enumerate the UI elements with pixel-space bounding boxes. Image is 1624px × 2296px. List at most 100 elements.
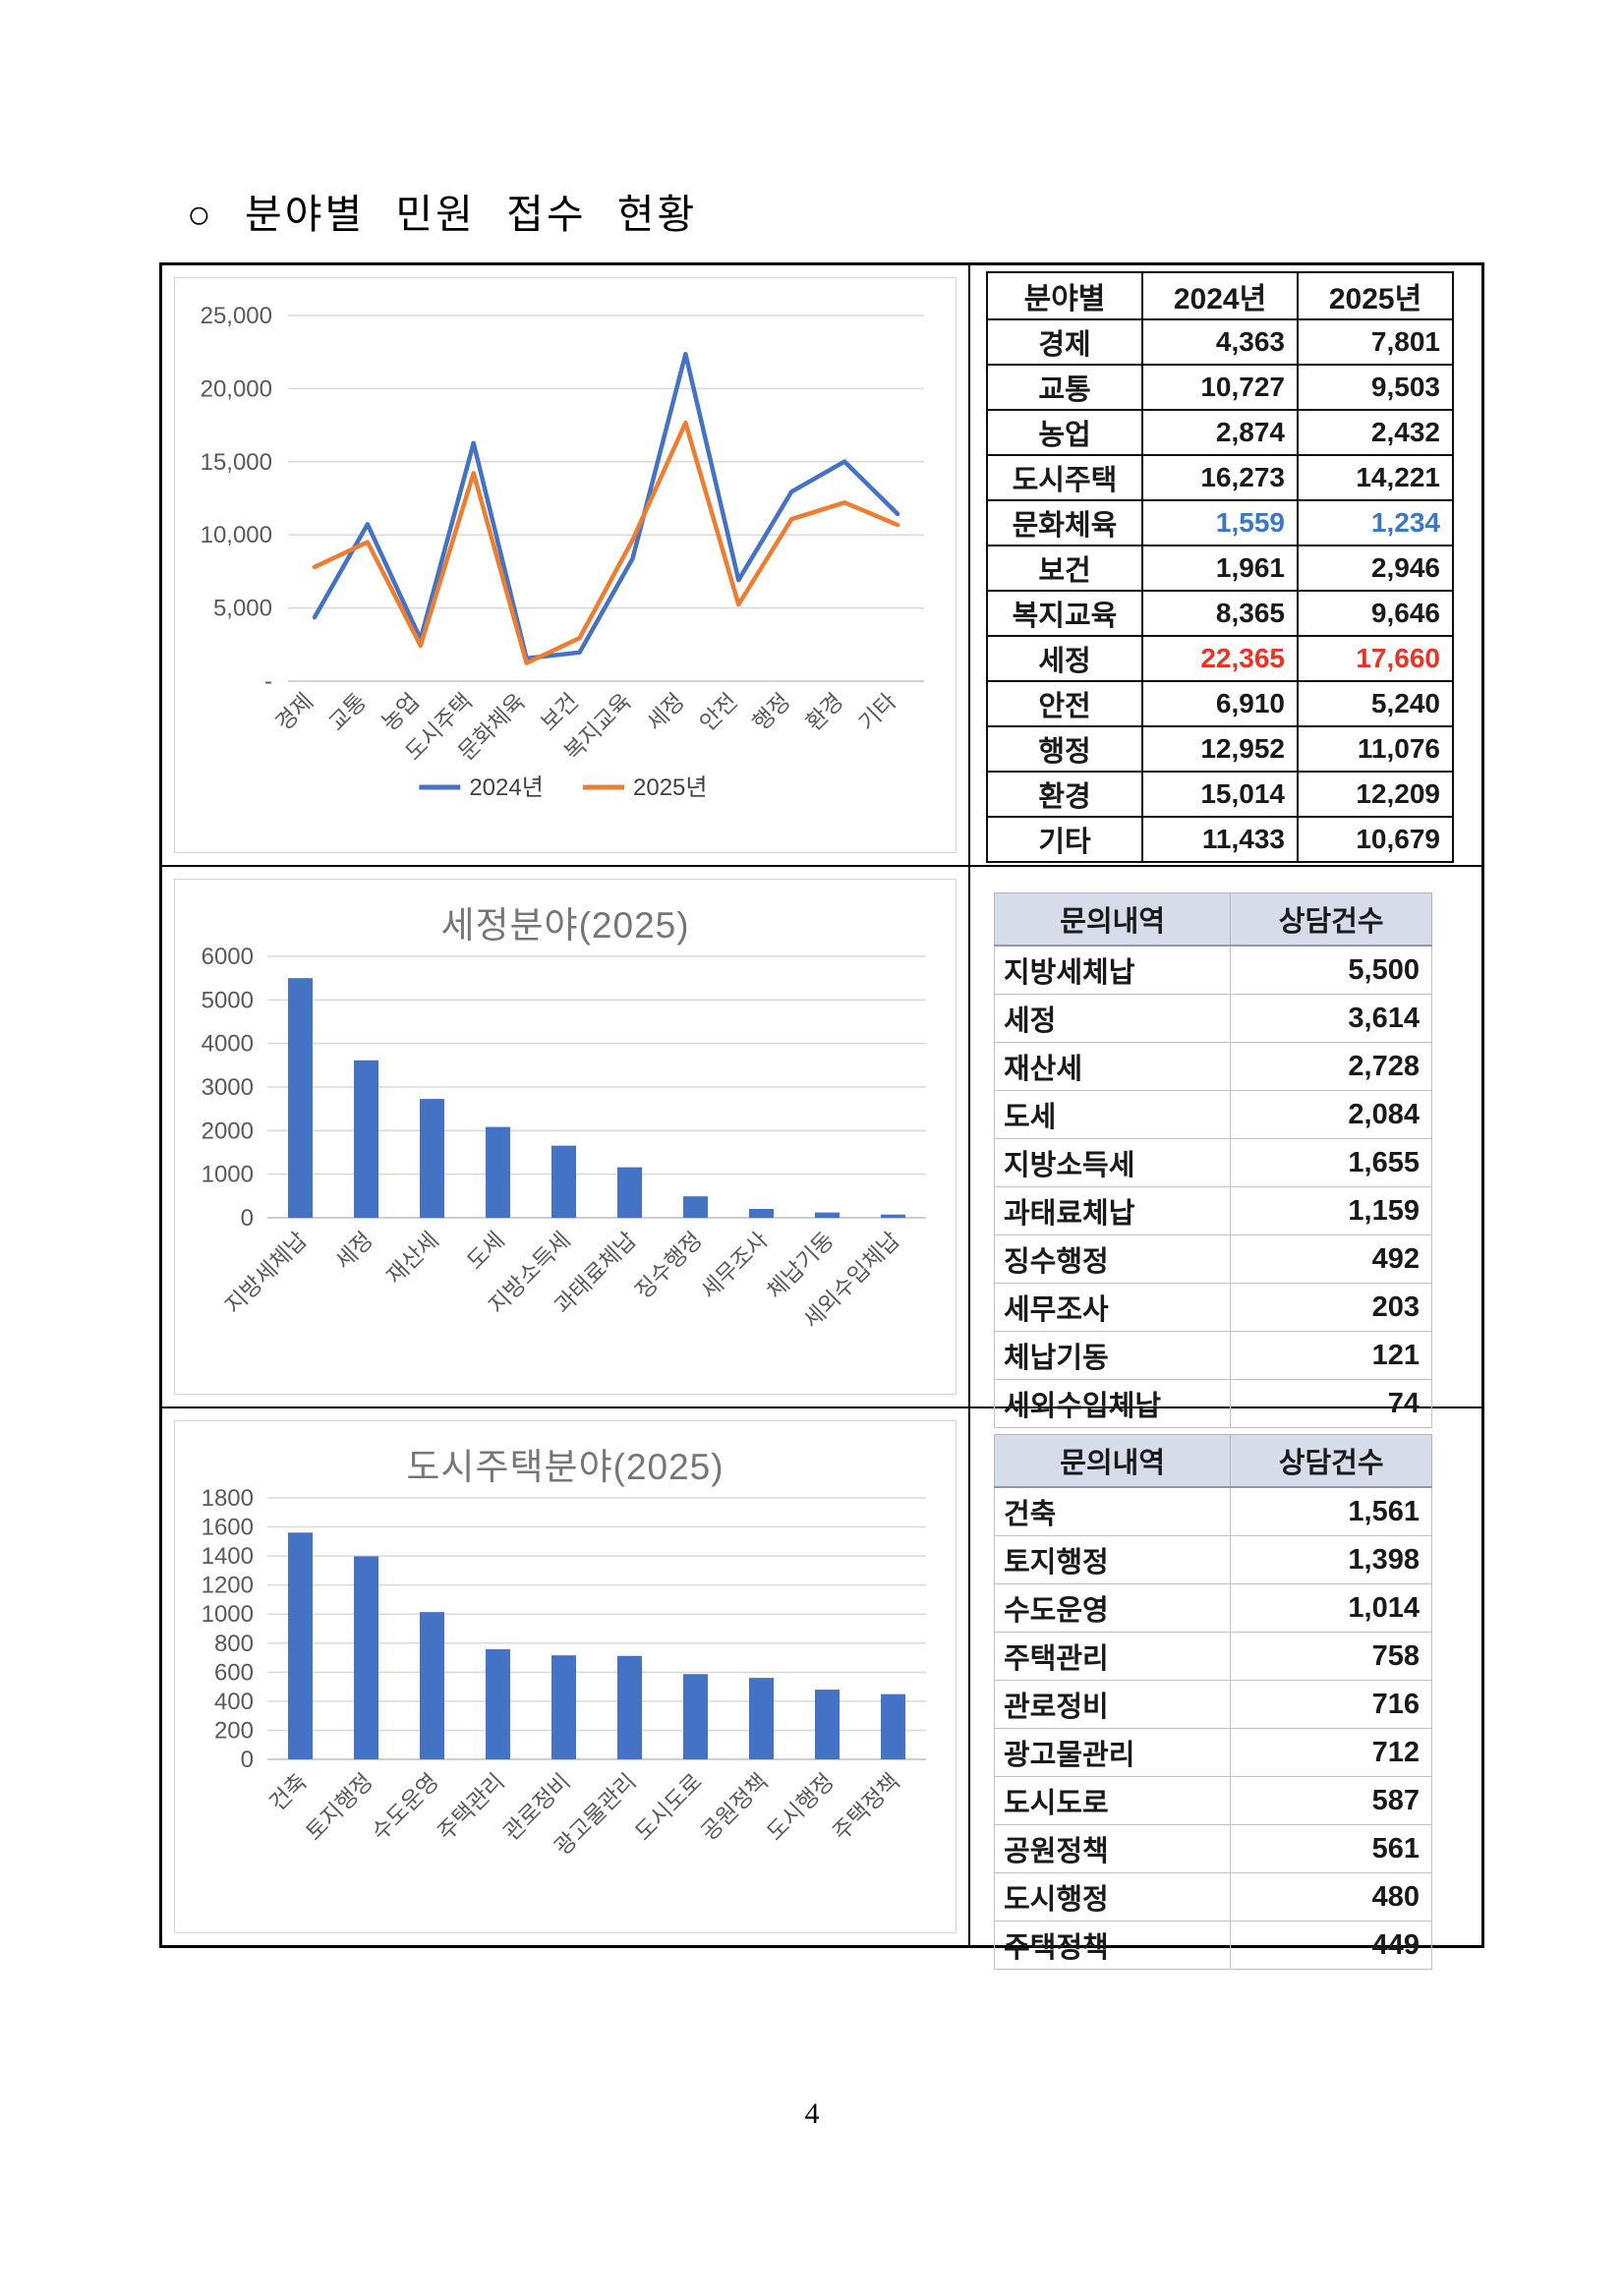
table-header-cell: 2024년: [1141, 271, 1299, 320]
table-row: 지방세체납 5,500: [993, 945, 1432, 995]
table-cell-value: 2,946: [1297, 545, 1454, 592]
table-row: 세정 3,614: [993, 994, 1432, 1043]
table-cell-value: 15,014: [1141, 771, 1299, 818]
table-row: 경제 4,363 7,801: [986, 318, 1454, 366]
x-axis-category-label: 주택정책: [828, 1768, 904, 1845]
table-cell-value: 14,221: [1297, 454, 1454, 501]
x-axis-category-label: 건축: [264, 1768, 312, 1815]
table-row: 관로정비 716: [993, 1680, 1432, 1729]
table-row: 기타 11,433 10,679: [986, 816, 1454, 863]
table-cell-value: 9,503: [1297, 364, 1454, 411]
table-cell-value: 5,240: [1297, 680, 1454, 727]
table-row: 토지행정 1,398: [993, 1535, 1432, 1584]
table-cell-category: 환경: [986, 771, 1143, 818]
bar: [683, 1196, 708, 1218]
table-cell-value: 1,014: [1230, 1583, 1432, 1633]
table-cell-label: 세무조사: [993, 1283, 1232, 1332]
y-axis-tick-label: 20,000: [201, 375, 272, 402]
housing-table-cell: 문의내역 상담건수 건축 1,561 토지행정 1,398 수도운영 1,014 주택관리 758…: [970, 1408, 1481, 1970]
table-cell-value: 1,159: [1230, 1186, 1432, 1235]
table-cell-category: 농업: [986, 409, 1143, 456]
table-cell-label: 수도운영: [993, 1583, 1232, 1633]
table-row: 교통 10,727 9,503: [986, 364, 1454, 411]
table-cell-label: 광고물관리: [993, 1728, 1232, 1777]
table-header-cell: 상담건수: [1230, 892, 1432, 947]
x-axis-category-label: 세정: [330, 1227, 377, 1274]
bar: [486, 1126, 510, 1218]
table-row: 안전 6,910 5,240: [986, 680, 1454, 727]
table-row: 도시도로 587: [993, 1776, 1432, 1825]
table-cell-value: 1,559: [1141, 499, 1299, 546]
y-axis-tick-label: -: [264, 668, 272, 695]
table-cell-value: 4,363: [1141, 318, 1299, 366]
table-row: 행정 12,952 11,076: [986, 725, 1454, 773]
y-axis-tick-label: 1600: [202, 1515, 254, 1541]
table-row: 광고물관리 712: [993, 1728, 1432, 1777]
bar: [815, 1690, 840, 1759]
table-cell-label: 도세: [993, 1090, 1232, 1139]
x-axis-category-label: 지방세체납: [220, 1227, 312, 1318]
x-axis-category-label: 농업: [377, 688, 424, 735]
table-row: 건축 1,561: [993, 1486, 1432, 1536]
table-cell-value: 11,076: [1297, 725, 1454, 773]
table-header-cell: 분야별: [986, 271, 1143, 320]
table-cell-value: 2,728: [1230, 1042, 1432, 1091]
table-cell-category: 도시주택: [986, 454, 1143, 501]
table-cell-value: 9,646: [1297, 590, 1454, 637]
table-cell-label: 세정: [993, 994, 1232, 1043]
table-row: 주택정책 449: [993, 1921, 1432, 1970]
y-axis-tick-label: 800: [214, 1631, 254, 1657]
y-axis-tick-label: 15,000: [201, 449, 272, 476]
table-cell-value: 2,084: [1230, 1090, 1432, 1139]
table-header-cell: 상담건수: [1230, 1434, 1432, 1488]
table-row: 도시주택 16,273 14,221: [986, 454, 1454, 501]
table-row: 징수행정 492: [993, 1234, 1432, 1284]
table-cell-value: 2,432: [1297, 409, 1454, 456]
table-header-row: 분야별 2024년 2025년: [986, 271, 1454, 320]
page-title: ○ 분야별 민원 접수 현황: [187, 192, 698, 237]
tax-table-cell: 문의내역 상담건수 지방세체납 5,500 세정 3,614 재산세 2,728 도세 2,084…: [970, 867, 1481, 1428]
x-axis-category-label: 세정: [642, 688, 689, 735]
table-cell-category: 기타: [986, 816, 1143, 863]
y-axis-tick-label: 5,000: [213, 596, 272, 622]
table-cell-value: 203: [1230, 1283, 1432, 1332]
x-axis-category-label: 재산세: [381, 1227, 443, 1289]
table-cell-value: 74: [1230, 1379, 1432, 1428]
table-cell-label: 주택관리: [993, 1632, 1232, 1681]
line-chart-cell: -5,000 10,000 15,000 20,000 25,000 경제 교통 농업 도시주택…: [162, 265, 970, 867]
bar: [354, 1060, 378, 1218]
table-cell-label: 징수행정: [993, 1234, 1232, 1284]
housing-table: 문의내역 상담건수 건축 1,561 토지행정 1,398 수도운영 1,014 주택관리 758…: [993, 1434, 1432, 1970]
y-axis-tick-label: 1000: [202, 1162, 254, 1188]
legend-label: 2024년: [469, 775, 543, 801]
y-axis-tick-label: 3000: [202, 1074, 254, 1101]
table-row: 세정 22,365 17,660: [986, 635, 1454, 682]
x-axis-category-label: 경제: [270, 688, 318, 735]
x-axis-category-label: 도시행정: [762, 1768, 839, 1845]
table-cell-value: 449: [1230, 1921, 1432, 1970]
table-cell-value: 480: [1230, 1872, 1432, 1922]
bar: [354, 1556, 378, 1759]
table-row: 주택관리 758: [993, 1632, 1432, 1681]
table-cell-value: 1,398: [1230, 1535, 1432, 1584]
bar: [881, 1214, 905, 1218]
table-row: 도시행정 480: [993, 1872, 1432, 1922]
table-cell-value: 1,655: [1230, 1138, 1432, 1187]
x-axis-category-label: 행정: [747, 688, 794, 735]
table-cell-value: 758: [1230, 1632, 1432, 1681]
table-cell-value: 8,365: [1141, 590, 1299, 637]
table-cell-value: 6,910: [1141, 680, 1299, 727]
x-axis-category-label: 공원정책: [696, 1768, 773, 1845]
y-axis-tick-label: 600: [214, 1659, 254, 1686]
table-cell-value: 716: [1230, 1680, 1432, 1729]
table-cell-value: 22,365: [1141, 635, 1299, 682]
table-row: 지방소득세 1,655: [993, 1138, 1432, 1187]
line-chart-panel: -5,000 10,000 15,000 20,000 25,000 경제 교통 농업 도시주택…: [174, 277, 957, 853]
table-cell-label: 지방세체납: [993, 945, 1232, 995]
y-axis-tick-label: 5000: [202, 987, 254, 1013]
table-cell-value: 5,500: [1230, 945, 1432, 995]
table-cell-category: 세정: [986, 635, 1143, 682]
table-cell-value: 16,273: [1141, 454, 1299, 501]
bar: [749, 1678, 774, 1759]
